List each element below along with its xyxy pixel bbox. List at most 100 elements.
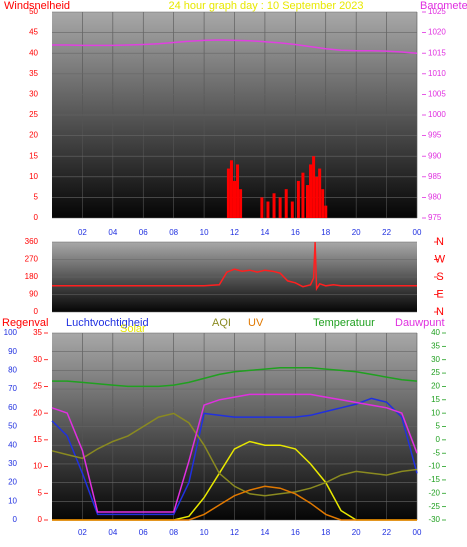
- y2-label: Barometer: [420, 0, 467, 12]
- y-tick-label: 1015: [428, 48, 446, 57]
- y-tick-label: 1005: [428, 90, 446, 99]
- y-tick-label: 90: [29, 290, 38, 299]
- y-tick-label: 10: [8, 496, 17, 505]
- x-tick-label: 00: [413, 228, 422, 237]
- bar: [233, 180, 236, 218]
- x-tick-label: 14: [260, 528, 269, 537]
- y-tick-label: 45: [29, 28, 38, 37]
- y-tick-label: 40: [431, 328, 440, 337]
- bar: [309, 164, 313, 218]
- bar: [318, 168, 322, 218]
- y-tick-label: 270: [25, 255, 39, 264]
- y-tick-label: S: [436, 271, 443, 283]
- y-tick-label: N: [436, 306, 444, 318]
- y-tick-label: 180: [25, 272, 39, 281]
- y-tick-label: E: [436, 288, 443, 300]
- y-tick-label: 5: [436, 422, 441, 431]
- x-tick-label: 10: [200, 228, 209, 237]
- y-tick-label: N: [436, 236, 444, 248]
- line: [52, 485, 417, 521]
- y-tick-label: 30: [8, 459, 17, 468]
- x-tick-label: 16: [291, 528, 300, 537]
- bar: [290, 201, 294, 218]
- x-tick-label: 00: [413, 528, 422, 537]
- x-tick-label: 04: [108, 228, 117, 237]
- x-tick-label: 20: [352, 528, 361, 537]
- y-tick-label: 40: [29, 48, 38, 57]
- y-tick-label: 0: [34, 213, 39, 222]
- y-tick-label: -25: [428, 502, 440, 511]
- bar: [284, 189, 288, 218]
- y-tick-label: -15: [428, 475, 440, 484]
- y-tick-label: 1025: [428, 7, 446, 16]
- y-tick-label: 1000: [428, 110, 446, 119]
- bar: [296, 180, 300, 218]
- y-tick-label: W: [435, 253, 446, 265]
- y-tick-label: 985: [428, 172, 442, 181]
- y-tick-label: 0: [13, 515, 18, 524]
- x-tick-label: 08: [169, 528, 178, 537]
- y-tick-label: 980: [428, 193, 442, 202]
- bar: [312, 156, 316, 218]
- bar: [272, 193, 276, 218]
- y-tick-label: -10: [428, 462, 440, 471]
- legend-label: Luchtvochtigheid: [66, 317, 149, 329]
- y-tick-label: 15: [33, 435, 42, 444]
- y-tick-label: -30: [428, 515, 440, 524]
- y-tick-label: 1010: [428, 69, 446, 78]
- bar: [239, 189, 243, 218]
- y-tick-label: 15: [431, 395, 440, 404]
- y-tick-label: 25: [33, 382, 42, 391]
- y-tick-label: 20: [33, 408, 42, 417]
- y-tick-label: 35: [29, 69, 38, 78]
- y-tick-label: 10: [33, 462, 42, 471]
- y-tick-label: 30: [29, 90, 38, 99]
- bar: [301, 172, 305, 218]
- x-tick-label: 10: [200, 528, 209, 537]
- x-tick-label: 12: [230, 228, 239, 237]
- y-tick-label: 20: [8, 478, 17, 487]
- x-tick-label: 02: [78, 228, 87, 237]
- y-label: Windsnelheid: [4, 0, 70, 12]
- y-tick-label: 0: [436, 435, 441, 444]
- line: [52, 366, 418, 388]
- x-tick-label: 14: [260, 228, 269, 237]
- x-tick-label: 18: [321, 528, 330, 537]
- x-tick-label: 04: [108, 528, 117, 537]
- y-tick-label: 975: [428, 213, 442, 222]
- x-tick-label: 08: [169, 228, 178, 237]
- y-tick-label: 0: [34, 307, 39, 316]
- legend-label: Dauwpunt: [395, 317, 445, 329]
- y-label: Regenval: [2, 317, 48, 329]
- y-tick-label: 30: [431, 355, 440, 364]
- y-tick-label: 60: [8, 403, 17, 412]
- x-tick-label: 16: [291, 228, 300, 237]
- legend-label: AQI: [212, 317, 231, 329]
- y-tick-label: 20: [431, 382, 440, 391]
- y-tick-label: 5: [34, 193, 39, 202]
- y-tick-label: 35: [33, 328, 42, 337]
- y-tick-label: 990: [428, 151, 442, 160]
- bar: [236, 164, 240, 218]
- y-tick-label: 80: [8, 366, 17, 375]
- line: [52, 241, 417, 292]
- y-tick-label: 995: [428, 131, 442, 140]
- bar: [315, 176, 319, 218]
- y-tick-label: 0: [38, 515, 43, 524]
- y-tick-label: 1020: [428, 28, 446, 37]
- legend-label: Temperatuur: [313, 317, 375, 329]
- line: [51, 397, 418, 516]
- y-tick-label: 10: [431, 408, 440, 417]
- bar: [229, 160, 233, 218]
- y-tick-label: 50: [8, 422, 17, 431]
- bar: [306, 185, 309, 218]
- x-tick-label: 06: [139, 528, 148, 537]
- bar: [226, 168, 230, 218]
- bar: [278, 197, 282, 218]
- y-tick-label: 25: [431, 368, 440, 377]
- legend-label: Solar: [120, 323, 146, 335]
- y-tick-label: 100: [4, 328, 18, 337]
- line: [51, 412, 418, 497]
- y-tick-label: 70: [8, 384, 17, 393]
